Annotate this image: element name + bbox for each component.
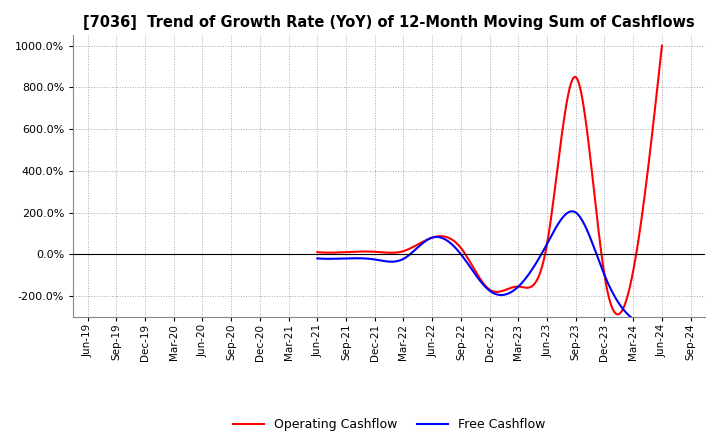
- Operating Cashflow: [603, 290, 612, 295]
- Line: Free Cashflow: Free Cashflow: [318, 211, 662, 323]
- Free Cashflow: [605, 282, 613, 288]
- Free Cashflow: [657, 316, 666, 322]
- Title: [7036]  Trend of Growth Rate (YoY) of 12-Month Moving Sum of Cashflows: [7036] Trend of Growth Rate (YoY) of 12-…: [84, 15, 695, 30]
- Operating Cashflow: [614, 312, 623, 317]
- Operating Cashflow: [518, 285, 527, 290]
- Free Cashflow: [313, 256, 322, 261]
- Operating Cashflow: [524, 285, 533, 290]
- Free Cashflow: [524, 272, 533, 278]
- Free Cashflow: [314, 256, 323, 261]
- Operating Cashflow: [314, 249, 323, 255]
- Operating Cashflow: [626, 280, 635, 286]
- Operating Cashflow: [313, 249, 322, 255]
- Operating Cashflow: [657, 43, 666, 48]
- Free Cashflow: [567, 209, 576, 214]
- Free Cashflow: [643, 321, 652, 326]
- Line: Operating Cashflow: Operating Cashflow: [318, 46, 662, 314]
- Free Cashflow: [517, 281, 526, 286]
- Legend: Operating Cashflow, Free Cashflow: Operating Cashflow, Free Cashflow: [228, 413, 550, 436]
- Free Cashflow: [626, 315, 635, 320]
- Operating Cashflow: [517, 284, 526, 290]
- Free Cashflow: [518, 279, 527, 285]
